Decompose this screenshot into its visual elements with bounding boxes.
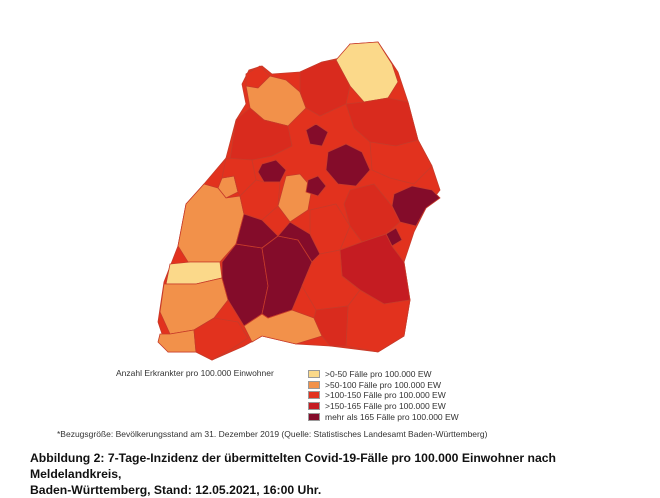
legend-item-165-plus: mehr als 165 Fälle pro 100.000 EW [308,411,459,422]
legend-label: mehr als 165 Fälle pro 100.000 EW [325,411,459,422]
legend-swatch [308,391,320,400]
legend-label: >50-100 Fälle pro 100.000 EW [325,379,442,390]
legend-label: >100-150 Fälle pro 100.000 EW [325,390,446,401]
legend-swatch [308,412,320,421]
legend-swatch [308,380,320,389]
district-bodenseekreis [313,305,349,347]
district-waldshut [193,317,249,361]
legend-label: >0-50 Fälle pro 100.000 EW [325,369,432,380]
legend-swatch [308,370,320,379]
legend-swatch [308,402,320,411]
district-stuttgart [305,175,327,197]
district-rems-murr-kreis [325,143,371,187]
district-ostalbkreis [369,139,433,185]
choropleth-map [157,41,441,361]
legend-item-0-50: >0-50 Fälle pro 100.000 EW [308,369,459,380]
legend-title: Anzahl Erkrankter pro 100.000 Einwohner [116,368,274,378]
district-ravensburg [345,289,411,353]
caption-line-1: Abbildung 2: 7-Tage-Inzidenz der übermit… [30,451,556,481]
district-rastatt [221,157,257,197]
legend-item-150-165: >150-165 Fälle pro 100.000 EW [308,401,459,412]
figure-caption: Abbildung 2: 7-Tage-Inzidenz der übermit… [30,450,640,498]
legend-item-50-100: >50-100 Fälle pro 100.000 EW [308,380,459,391]
caption-line-2: Baden-Württemberg, Stand: 12.05.2021, 16… [30,483,322,497]
district-heilbronn [305,123,329,147]
footnote: *Bezugsgröße: Bevölkerungsstand am 31. D… [57,429,488,439]
legend: >0-50 Fälle pro 100.000 EW >50-100 Fälle… [308,369,459,422]
district-neckar-odenwald-kreis [299,59,351,117]
legend-item-100-150: >100-150 Fälle pro 100.000 EW [308,390,459,401]
legend-label: >150-165 Fälle pro 100.000 EW [325,401,446,412]
district-main-tauber-kreis [335,41,399,103]
